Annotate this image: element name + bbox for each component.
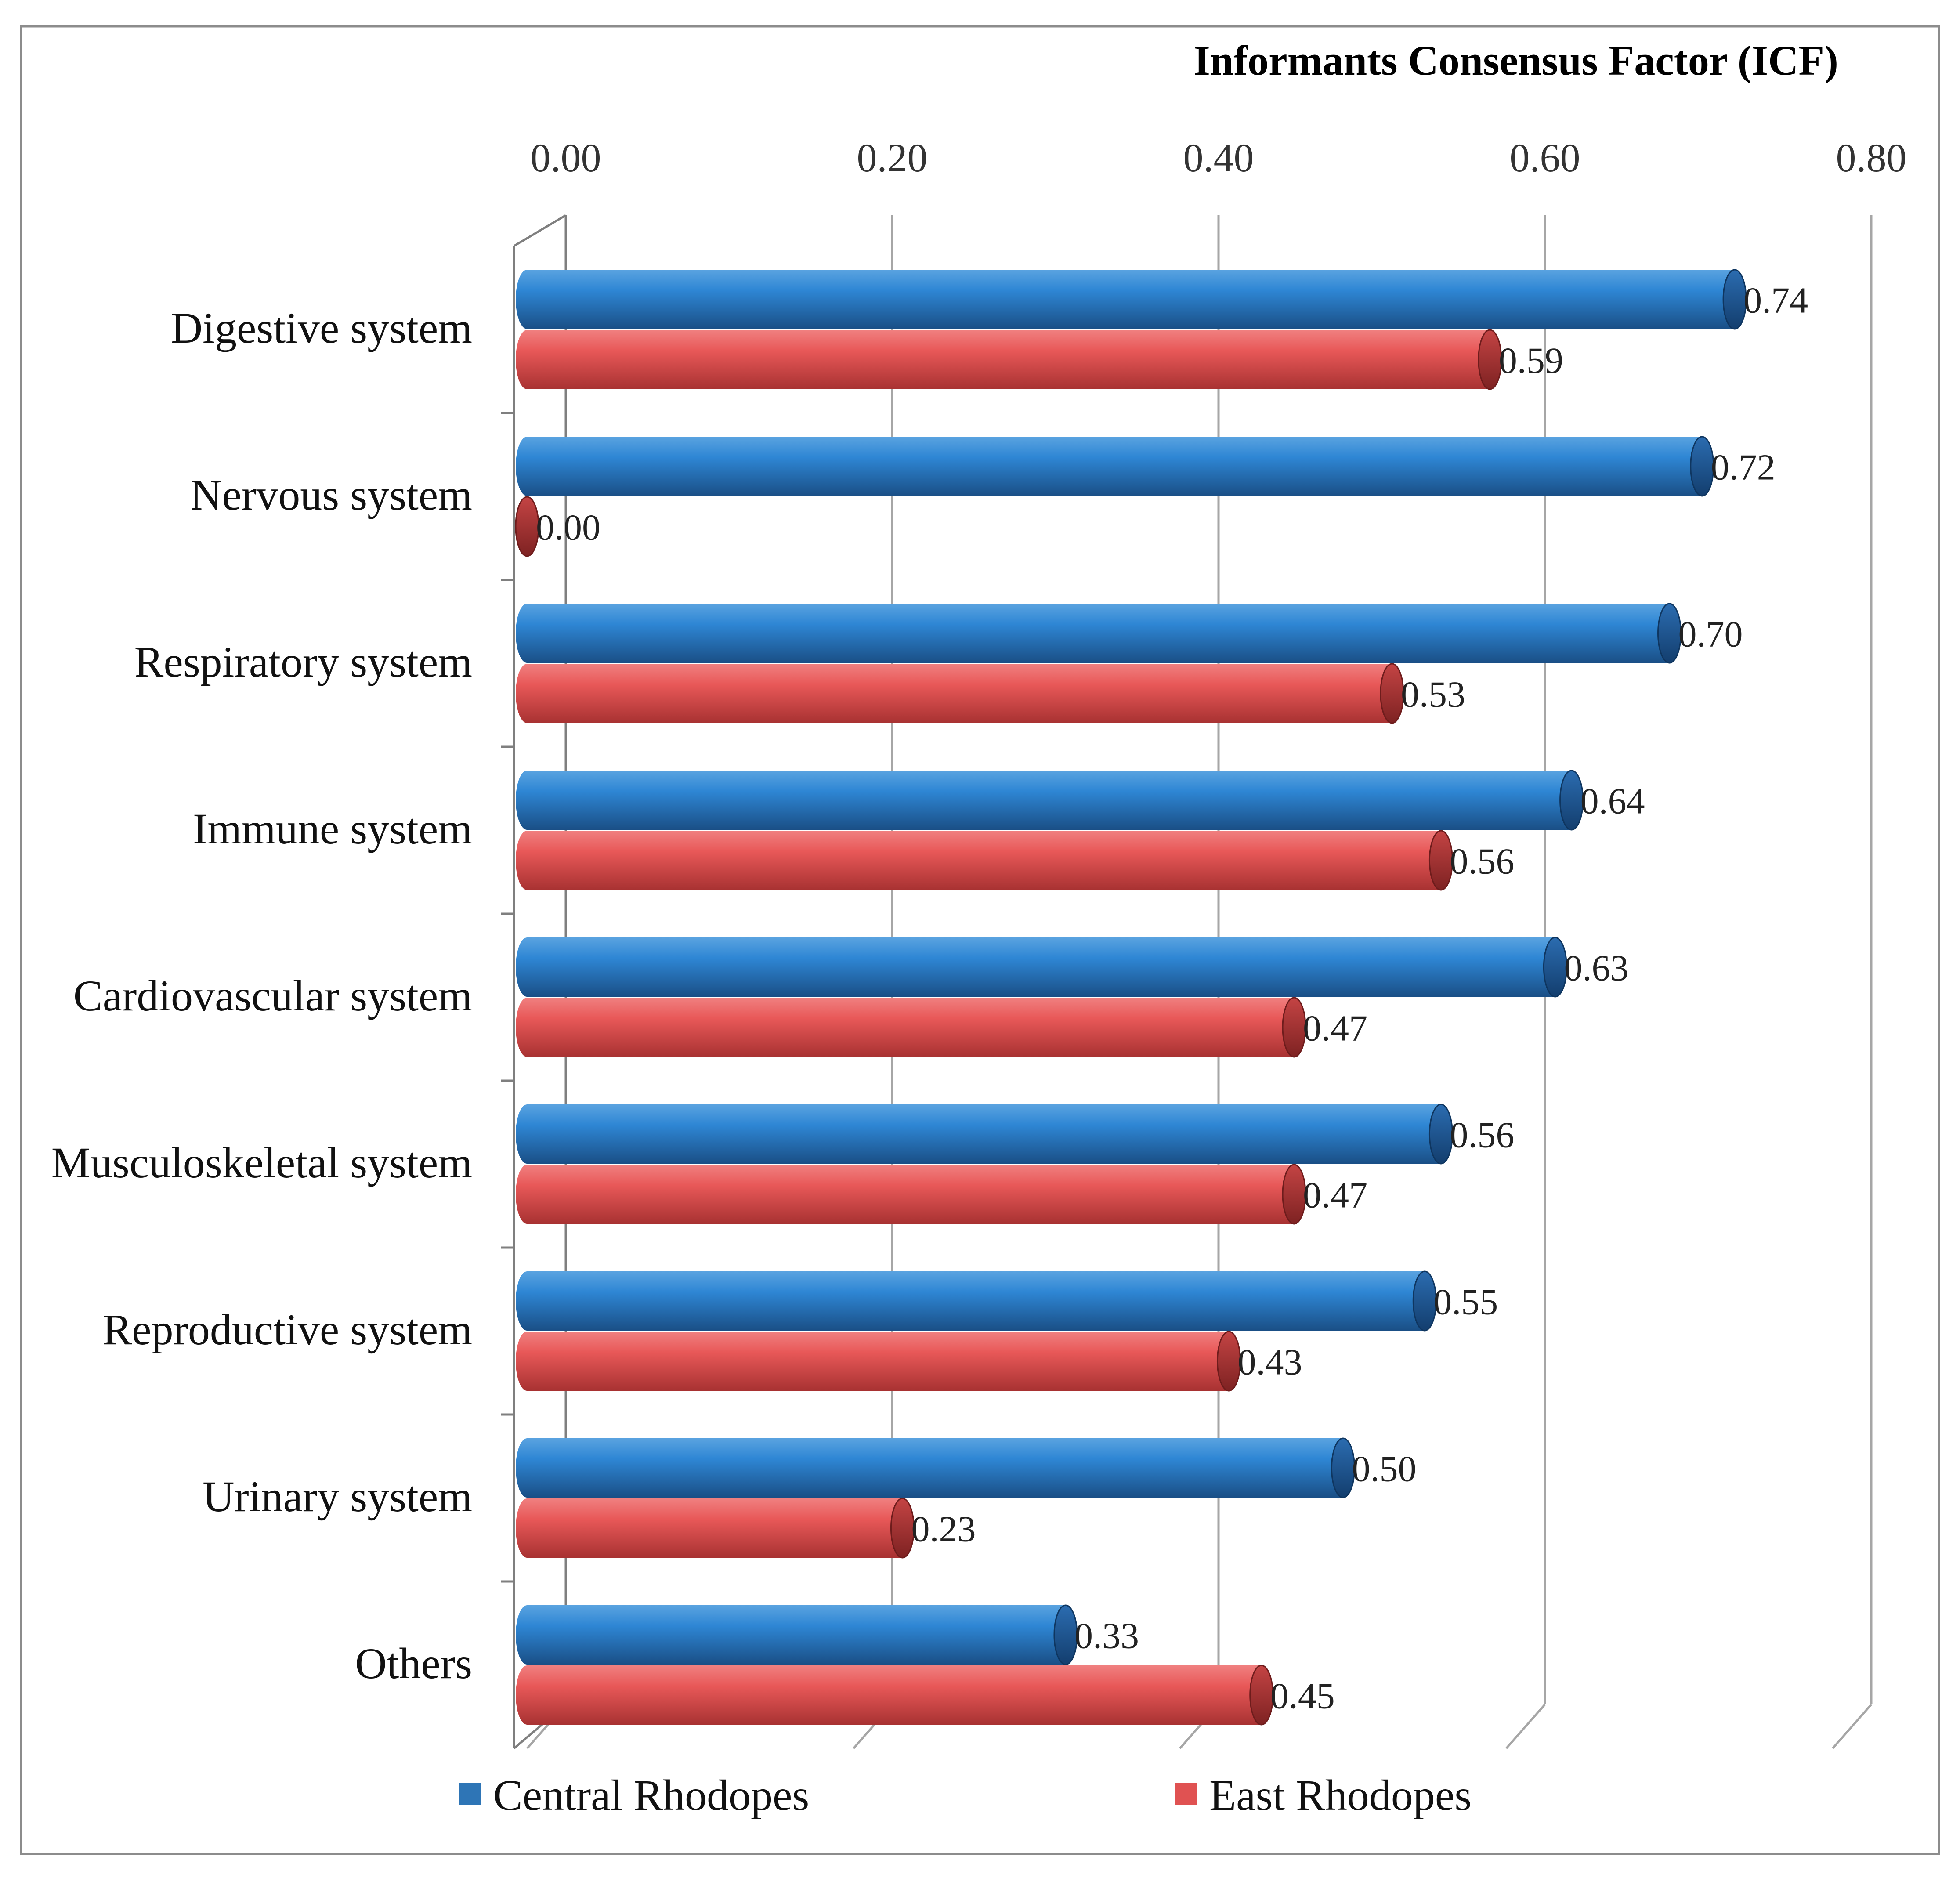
bar-central [516, 937, 1555, 997]
bar-east [516, 1498, 903, 1558]
bar-central [516, 604, 1670, 663]
bar-east [516, 831, 1441, 890]
bar-east [516, 664, 1392, 723]
data-label: 0.33 [1074, 1616, 1139, 1657]
data-label: 0.64 [1580, 781, 1645, 822]
bar-cap-central [1690, 436, 1714, 497]
bar-central [516, 437, 1702, 496]
bar-cap-central [1412, 1270, 1437, 1332]
legend-label: Central Rhodopes [493, 1771, 809, 1820]
x-tick-label: 0.80 [1836, 135, 1907, 180]
bar-cap-east [1380, 663, 1404, 724]
data-label: 0.63 [1564, 948, 1628, 989]
bar-cap-east [1428, 830, 1453, 891]
bar-central [516, 1438, 1343, 1498]
legend-swatch [1175, 1783, 1197, 1805]
category-label: Reproductive system [102, 1305, 472, 1354]
chart-title: Informants Consensus Factor (ICF) [1193, 37, 1838, 84]
bar-east [516, 1331, 1229, 1391]
category-labels: Digestive system Nervous system Respirator… [51, 304, 472, 1688]
bar-cap-central [1657, 603, 1682, 664]
data-label: 0.56 [1450, 1115, 1514, 1156]
data-label: 0.47 [1303, 1008, 1367, 1049]
legend: Central Rhodopes East Rhodopes [459, 1771, 1472, 1820]
bar-cap-east [1478, 329, 1502, 390]
bar-cap-east [1282, 1164, 1306, 1225]
data-label: 0.47 [1303, 1175, 1367, 1216]
x-tick-label: 0.60 [1510, 135, 1580, 180]
category-label: Respiratory system [134, 637, 472, 686]
bar-cap-central [1331, 1437, 1355, 1498]
category-label: Digestive system [171, 304, 472, 352]
bar-cap-east [515, 496, 539, 557]
data-label: 0.53 [1401, 674, 1465, 715]
x-tick-label: 0.00 [531, 135, 601, 180]
x-tick-label: 0.20 [857, 135, 928, 180]
bar-cap-east [1216, 1331, 1241, 1392]
bar-east [516, 1665, 1262, 1725]
data-label: 0.43 [1237, 1342, 1302, 1383]
x-axis-ticks: 0.00 0.20 0.40 0.60 0.80 [531, 135, 1907, 180]
data-label: 0.56 [1450, 841, 1514, 882]
category-label: Cardiovascular system [73, 971, 472, 1020]
data-label: 0.45 [1270, 1676, 1335, 1717]
data-label: 0.70 [1678, 614, 1743, 655]
bar-cap-central [1559, 770, 1584, 831]
data-label: 0.74 [1743, 280, 1808, 321]
bar-east [516, 998, 1295, 1057]
category-label: Urinary system [203, 1472, 472, 1521]
bars [515, 269, 1747, 1726]
data-label: 0.00 [536, 507, 600, 548]
data-labels: 0.74 0.59 0.72 0.00 0.70 0.53 0.64 0.56 0.63 0.47… [536, 280, 1808, 1717]
legend-swatch [459, 1783, 481, 1805]
bar-cap-central [1543, 937, 1567, 998]
left-wall-top-edge [513, 214, 567, 247]
data-label: 0.55 [1433, 1282, 1498, 1323]
x-tick-label: 0.40 [1183, 135, 1254, 180]
bar-cap-central [1722, 269, 1747, 330]
bar-central [516, 1271, 1425, 1331]
bar-cap-central [1428, 1104, 1453, 1165]
bar-central [516, 1104, 1441, 1164]
category-label: Nervous system [190, 470, 472, 519]
bar-cap-central [1053, 1604, 1078, 1665]
data-label: 0.72 [1711, 447, 1776, 488]
bar-central [516, 270, 1735, 329]
category-label: Others [355, 1639, 472, 1688]
bar-cap-east [1249, 1665, 1274, 1726]
bar-cap-east [890, 1498, 915, 1559]
category-label: Immune system [193, 804, 472, 853]
floor-gridline [1832, 1704, 1872, 1749]
legend-label: East Rhodopes [1209, 1771, 1472, 1820]
bar-east [516, 1165, 1295, 1224]
floor-gridline [1505, 1704, 1546, 1749]
bar-central [516, 771, 1572, 830]
bar-central [516, 1605, 1066, 1665]
data-label: 0.59 [1499, 340, 1563, 381]
data-label: 0.23 [911, 1509, 976, 1550]
bar-cap-east [1282, 997, 1306, 1058]
bar-east [516, 330, 1490, 389]
data-label: 0.50 [1352, 1449, 1417, 1490]
category-label: Musculoskeletal system [51, 1138, 472, 1187]
